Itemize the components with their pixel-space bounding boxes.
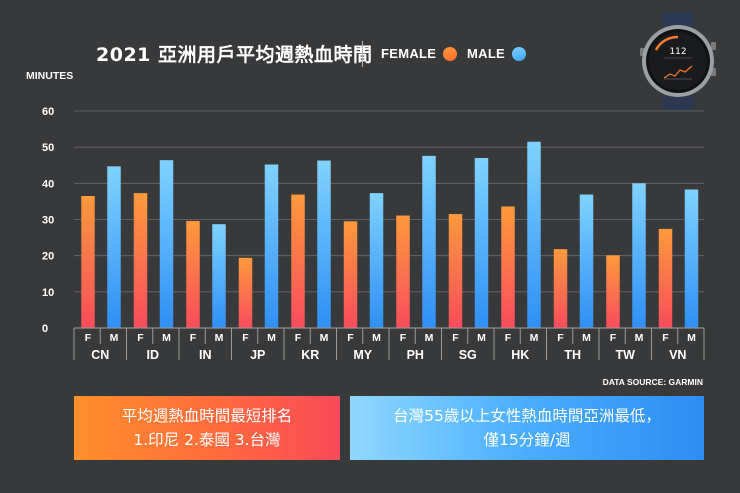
bar-male [317,160,331,328]
bar-male [474,158,489,328]
bar-male [212,224,226,328]
x-sub-label-female: F [242,332,249,344]
watch-icon: 112 [640,12,716,110]
x-category-label: VN [669,348,686,362]
y-tick-label: 10 [42,287,54,299]
bar-male [422,155,436,328]
x-category-label: PH [407,348,424,362]
x-sub-label-male: M [110,332,119,344]
watch-value: 112 [669,47,686,57]
bar-female [396,215,410,328]
x-sub-label-male: M [477,332,486,344]
x-sub-label-male: M [425,332,434,344]
x-sub-label-female: F [295,332,302,344]
x-sub-label-male: M [372,332,381,344]
x-category-label: KR [301,348,319,362]
x-sub-label-female: F [347,332,354,344]
bar-male [527,141,541,328]
bar-male [264,164,279,328]
bar-male [579,194,594,328]
taiwan-note-line2: 僅15分鐘/週 [483,431,571,449]
x-sub-label-female: F [610,332,617,344]
legend-female: FEMALE [381,46,458,61]
x-category-label: CN [91,348,109,362]
x-sub-label-female: F [505,332,512,344]
shortest-ranking-list: 1.印尼 2.泰國 3.台灣 [133,431,281,449]
x-category-label: JP [250,348,265,362]
bar-male [684,189,699,328]
x-category-label: IN [199,348,212,362]
x-sub-label-female: F [662,332,669,344]
bar-male [369,193,384,328]
legend-male-swatch [512,46,527,61]
x-sub-label-male: M [582,332,591,344]
bar-female [448,214,463,328]
bar-female [81,195,95,328]
x-sub-label-male: M [687,332,696,344]
x-sub-label-male: M [267,332,276,344]
bars [81,141,699,328]
bar-female [186,220,200,328]
x-sub-label-female: F [190,332,197,344]
x-sub-label-male: M [162,332,171,344]
x-sub-label-male: M [635,332,644,344]
x-sub-label-male: M [215,332,224,344]
bar-female [553,249,568,328]
legend-female-label: FEMALE [381,46,437,61]
bar-female [343,221,358,328]
bar-male [159,160,174,328]
x-sub-label-female: F [137,332,144,344]
legend-male-label: MALE [467,46,506,61]
x-sub-label-female: F [85,332,92,344]
bar-female [606,255,620,328]
bar-male [107,166,121,328]
y-axis-unit: MINUTES [26,70,74,82]
bar-female [501,206,515,328]
taiwan-note-box: 台灣55歲以上女性熱血時間亞洲最低， 僅15分鐘/週 [350,396,704,460]
bar-female [291,194,305,328]
y-tick-label: 60 [42,106,54,118]
x-category-label: SG [459,348,477,362]
bar-male [632,183,646,328]
y-axis-ticks: 0 10 20 30 40 50 60 [42,106,54,335]
chart-title: 2021 亞洲用戶平均週熱血時間 [96,44,373,66]
x-category-label: TW [616,348,636,362]
bar-female [238,257,253,328]
y-tick-label: 30 [42,215,54,227]
bar-female [658,228,673,328]
y-tick-label: 40 [42,178,54,190]
shortest-ranking-title: 平均週熱血時間最短排名 [121,407,293,425]
x-sub-label-male: M [530,332,539,344]
y-tick-label: 0 [42,323,48,335]
x-category-label: TH [564,348,581,362]
data-source: DATA SOURCE: GARMIN [602,377,703,387]
y-tick-label: 50 [42,142,54,154]
x-sub-label-female: F [452,332,459,344]
x-category-label: HK [511,348,529,362]
legend-male: MALE [467,46,527,61]
x-category-label: ID [147,348,160,362]
shortest-ranking-box: 平均週熱血時間最短排名 1.印尼 2.泰國 3.台灣 [74,396,340,460]
legend-female-swatch [443,46,458,61]
title-divider [362,41,363,67]
taiwan-note-line1: 台灣55歲以上女性熱血時間亞洲最低， [393,407,661,425]
x-category-label: MY [353,348,372,362]
x-sub-label-female: F [400,332,407,344]
x-sub-label-female: F [557,332,564,344]
y-tick-label: 20 [42,251,54,263]
x-sub-label-male: M [320,332,329,344]
bar-female [133,193,148,328]
